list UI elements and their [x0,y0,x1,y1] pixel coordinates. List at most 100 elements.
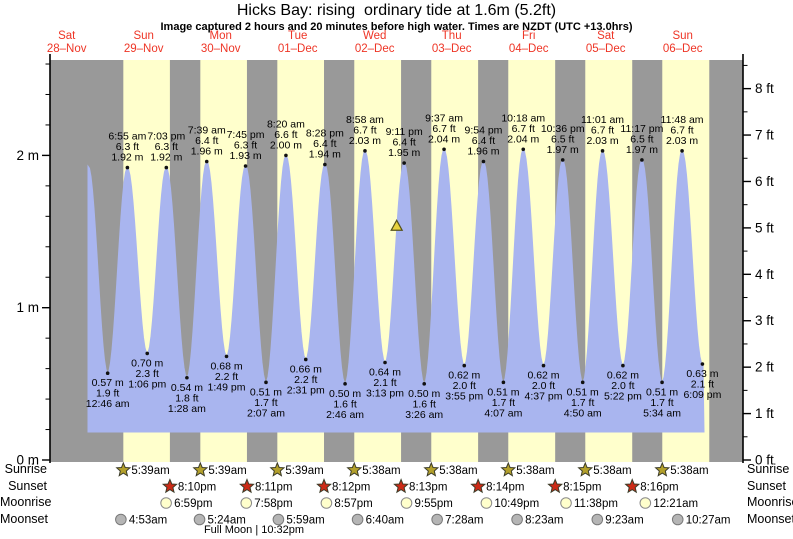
tide-annotation-low: 2:07 am [247,407,285,419]
tide-annotation-high: 10:36 pm [541,123,585,135]
tide-annotation-high: 6.3 ft [155,141,178,153]
tide-annotation-high: 7:03 pm [147,131,185,143]
tide-annotation-high: 6.4 ft [472,135,495,147]
tide-annotation-low: 1:06 pm [128,378,166,390]
moonset-icon [115,513,127,526]
tide-annotation-high: 6.4 ft [392,137,415,149]
sunset-row-label-left: Sunset [8,479,47,493]
tide-annotation-high: 2.03 m [666,135,698,147]
moonrise-row-label-right: Moonrise [747,495,793,509]
tide-annotation-low: 1.7 ft [492,397,515,409]
tide-annotation-low: 2.0 ft [532,380,555,392]
tide-annotation-low: 0.66 m [290,363,322,375]
moonrise-icon [400,497,413,509]
tide-annotation-low: 2.2 ft [294,374,317,386]
sunset-time: 8:16pm [640,482,678,494]
sunset-star-icon [393,478,409,494]
tide-annotation-high: 1.97 m [626,144,658,156]
tide-annotation-low: 0.62 m [527,370,559,382]
day-label-date: 05–Dec [586,43,626,55]
tide-annotation-low: 0.57 m [92,377,124,389]
sunset-star-icon [239,478,255,494]
sunrise-time: 5:39am [208,465,246,477]
tide-event-dot [600,149,605,153]
day-label-date: 28–Nov [47,43,87,55]
tide-annotation-high: 1.96 m [191,145,223,157]
tide-event-dot [640,158,644,162]
tide-annotation-high: 1.96 m [467,145,499,157]
tide-annotation-high: 10:18 am [501,112,545,124]
tide-event-dot [660,380,664,385]
tide-event-dot [164,165,169,170]
tide-event-dot [501,380,506,385]
day-label-dow: Thu [442,30,462,42]
moonrise-time: 11:38pm [574,498,618,510]
tide-annotation-high: 8:58 am [346,114,384,126]
tide-annotation-low: 0.68 m [210,360,242,372]
sunrise-star-icon [115,461,132,477]
tide-event-dot [560,158,565,162]
tide-annotation-low: 0.64 m [369,367,401,379]
tide-event-dot [303,357,308,362]
sunrise-time: 5:39am [131,465,169,477]
right-axis-label: 7 ft [755,128,774,143]
tide-annotation-low: 0.63 m [686,368,718,380]
tide-annotation-low: 12:46 am [86,398,130,410]
tide-annotation-high: 2.03 m [586,135,618,147]
moonset-icon [193,513,206,526]
sunrise-time: 5:38am [516,465,554,477]
day-label-date: 30–Nov [201,43,241,55]
chart-subtitle: Image captured 2 hours and 20 minutes be… [160,21,633,33]
tide-annotation-low: 2.3 ft [136,368,159,380]
tide-annotation-high: 1.95 m [388,147,420,159]
tide-annotation-low: 1.6 ft [333,398,356,410]
sunrise-star-icon [423,461,440,477]
sunset-time: 8:15pm [563,482,601,494]
tide-annotation-low: 2.0 ft [453,380,476,392]
tide-event-dot [284,153,288,158]
day-label-date: 29–Nov [124,43,164,55]
sunset-time: 8:12pm [332,482,370,494]
tide-annotation-low: 6:09 pm [683,389,721,401]
sunset-row-label-right: Sunset [747,479,786,493]
sunset-time: 8:11pm [255,482,293,494]
moonset-icon [671,513,684,526]
tide-annotation-low: 4:50 am [564,407,602,419]
moonset-time: 5:59am [286,515,324,527]
sunrise-star-icon [346,461,363,477]
tide-event-dot [224,354,229,359]
tide-annotation-low: 0.50 m [408,388,440,400]
tide-annotation-low: 2:46 am [326,409,364,421]
tide-annotation-high: 1.92 m [111,152,143,164]
tide-annotation-low: 2.1 ft [691,379,714,391]
tide-annotation-high: 6.5 ft [630,133,653,145]
moonrise-icon [160,497,172,509]
tide-annotation-high: 6.6 ft [274,129,297,141]
day-label-dow: Sat [597,30,615,42]
sunrise-time: 5:38am [670,465,708,477]
sunrise-star-icon [269,461,286,477]
tide-annotation-high: 6.3 ft [116,141,139,153]
tide-annotation-low: 0.51 m [646,386,678,398]
moonset-icon [431,513,443,526]
sunset-star-icon [470,478,487,494]
right-axis-label: 1 ft [755,406,774,421]
day-label-dow: Fri [522,30,535,42]
moonset-time: 4:53am [129,515,167,527]
tide-annotation-high: 2.04 m [507,133,539,145]
tide-annotation-low: 3:55 pm [445,391,483,403]
day-label-dow: Mon [210,30,232,42]
tide-annotation-low: 2:31 pm [287,384,325,396]
moonset-time: 10:27am [686,515,731,527]
sunrise-row-label-right: Sunrise [747,462,790,476]
sunrise-time: 5:38am [439,465,477,477]
day-label-dow: Wed [363,30,386,42]
tide-annotation-high: 1.94 m [309,149,341,161]
tide-annotation-low: 1.8 ft [175,392,198,404]
full-moon-note: Full Moon | 10:32pm [203,524,305,536]
sunset-star-icon [161,478,178,494]
sunset-star-icon [547,478,564,494]
tide-event-dot [442,147,446,152]
tide-annotation-high: 9:54 pm [464,124,502,136]
tide-annotation-high: 2.00 m [270,139,302,151]
